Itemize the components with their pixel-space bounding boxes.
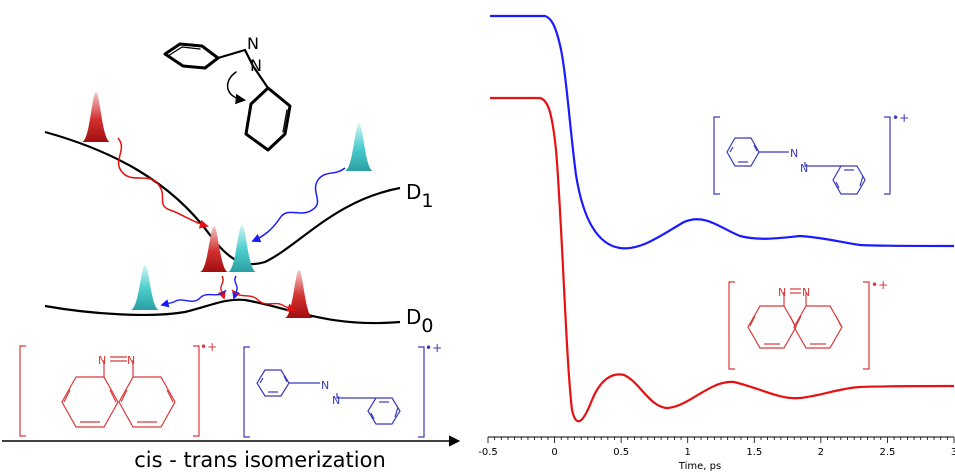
- x-axis-ticks: -0.5 0 0.5 1 1.5 2 2.5 3: [478, 437, 955, 458]
- x-tick-label: 1.5: [746, 447, 762, 458]
- d1-potential-curve: [44, 130, 401, 266]
- x-tick-label: 0.5: [613, 447, 629, 458]
- x-tick-label: 2: [818, 447, 824, 458]
- n-atom-label: N: [802, 286, 810, 299]
- series-line-blue: [490, 14, 955, 250]
- n-atom-label: N: [250, 56, 262, 75]
- x-tick-label: 1: [685, 447, 691, 458]
- radical-cation-label: •+: [871, 278, 888, 292]
- blue-excitation-arrow: [251, 167, 346, 243]
- series-line-red: [490, 96, 955, 423]
- radical-cation-label: •+: [200, 340, 217, 354]
- isomerization-caption: cis - trans isomerization: [134, 448, 386, 472]
- n-atom-label: N: [800, 162, 808, 175]
- red-wavepacket-pump: [82, 92, 110, 142]
- x-axis-title: Time, ps: [678, 461, 721, 472]
- d0-potential-curve: [44, 298, 401, 325]
- x-tick-label: 0: [551, 447, 557, 458]
- red-decay-arrow-down: [217, 275, 226, 300]
- red-decay-arrow-right: [231, 289, 296, 312]
- n-atom-label: N: [98, 354, 106, 367]
- twisted-azobenzene-sketch: [163, 42, 292, 152]
- radical-cation-label: •+: [892, 111, 909, 125]
- cyan-wavepacket-d0: [131, 265, 159, 310]
- n-atom-label: N: [321, 379, 329, 392]
- cis-azobenzene-structure: [728, 281, 870, 370]
- red-excitation-arrow: [117, 137, 209, 229]
- n-atom-label: N: [127, 354, 135, 367]
- n-atom-label: N: [332, 394, 340, 407]
- blue-decay-arrow-down: [232, 275, 241, 300]
- x-tick-label: -0.5: [478, 447, 498, 458]
- d0-label: D0: [406, 305, 434, 337]
- n-atom-label: N: [790, 147, 798, 160]
- n-atom-label: N: [778, 286, 786, 299]
- cyan-wavepacket-pump: [345, 123, 373, 171]
- trans-azobenzene-structure: [243, 346, 425, 438]
- d1-label: D1: [406, 180, 434, 212]
- chart: -0.5 0 0.5 1 1.5 2 2.5 3 N N •+ N: [478, 14, 955, 472]
- cis-azobenzene-structure: [19, 345, 200, 437]
- x-tick-label: 2.5: [879, 447, 895, 458]
- red-wavepacket-d1: [200, 226, 228, 272]
- blue-decay-arrow-left: [160, 289, 227, 308]
- x-tick-label: 3: [951, 447, 955, 458]
- radical-cation-label: •+: [425, 341, 442, 355]
- cyan-wavepacket-d1: [228, 225, 256, 272]
- n-atom-label: N: [247, 34, 259, 53]
- trans-azobenzene-structure: [713, 116, 891, 195]
